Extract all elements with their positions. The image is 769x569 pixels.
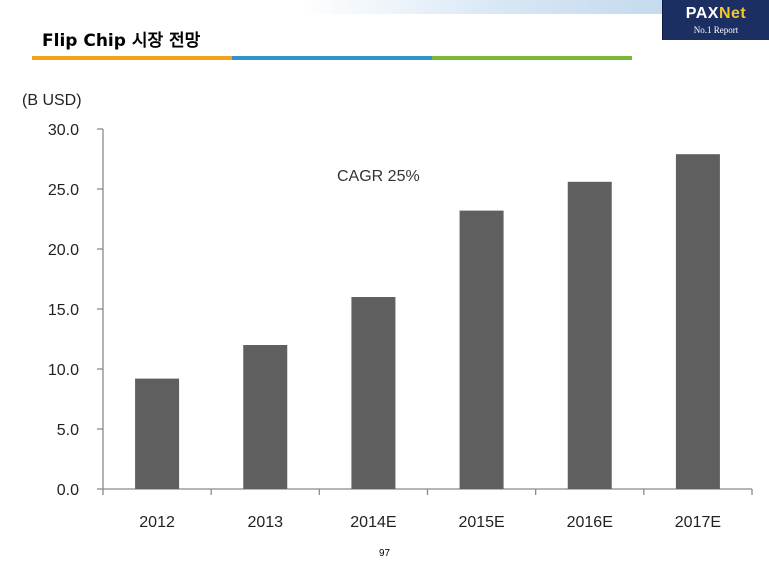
logo-brand-part2: Net — [718, 5, 747, 22]
title-rule-blue — [232, 56, 432, 60]
title-rule-orange — [32, 56, 232, 60]
y-tick-label: 20.0 — [48, 242, 79, 259]
x-tick-label: 2014E — [350, 514, 396, 531]
y-tick-label: 0.0 — [57, 482, 79, 499]
x-tick-labels: 2012 2013 2014E 2015E 2016E 2017E — [139, 514, 721, 531]
slide-title: Flip Chip 시장 전망 — [42, 31, 201, 51]
x-tick-label: 2015E — [458, 514, 504, 531]
title-rule-green — [432, 56, 632, 60]
bar — [567, 181, 612, 490]
bar — [459, 210, 504, 489]
bar — [135, 378, 180, 489]
bar-series — [135, 154, 720, 490]
y-axis: 0.0 5.0 10.0 15.0 20.0 25.0 30.0 — [48, 122, 104, 499]
y-tick-label: 15.0 — [48, 302, 79, 319]
y-tick-label: 25.0 — [48, 182, 79, 199]
bar — [351, 297, 396, 489]
page-number: 97 — [378, 548, 391, 559]
y-tick-label: 30.0 — [48, 122, 79, 139]
cagr-annotation: CAGR 25% — [337, 168, 420, 185]
y-unit-label: (B USD) — [22, 92, 82, 109]
paxnet-logo: PAXNet No.1 Report — [662, 0, 769, 40]
x-axis — [102, 488, 753, 495]
logo-tagline: No.1 Report — [693, 25, 739, 35]
logo-brand-part1: PAX — [685, 5, 719, 22]
header-decoration — [300, 0, 769, 14]
bar — [675, 154, 720, 489]
x-tick-label: 2017E — [675, 514, 721, 531]
bar — [243, 345, 288, 489]
x-tick-label: 2013 — [247, 514, 283, 531]
x-tick-label: 2016E — [567, 514, 613, 531]
y-tick-label: 5.0 — [57, 422, 79, 439]
logo-wordmark: PAXNet — [663, 5, 769, 23]
y-tick-label: 10.0 — [48, 362, 79, 379]
x-tick-label: 2012 — [139, 514, 175, 531]
